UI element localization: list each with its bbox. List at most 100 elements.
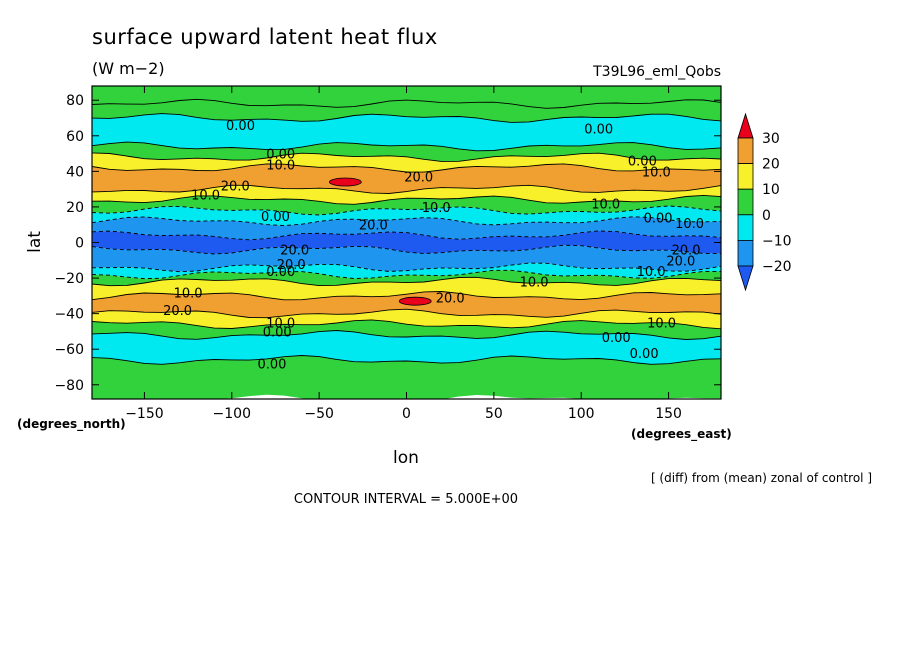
- contour-band: [92, 206, 721, 226]
- x-tick-label: 0: [402, 406, 411, 422]
- colorbar-label: 20: [762, 157, 780, 173]
- contour-label: 10.0: [191, 188, 220, 203]
- contour-line: [92, 216, 721, 227]
- x-axis: −150 −100 −50 0 50 100 150: [125, 86, 682, 422]
- colorbar-swatch: [737, 239, 754, 267]
- colorbar-label: 30: [762, 131, 780, 147]
- colorbar-swatch: [737, 163, 754, 190]
- contour-label: 0.00: [266, 265, 295, 280]
- y-tick-label: −60: [54, 342, 84, 358]
- contour-line: [92, 194, 721, 205]
- contour-label: 0.00: [261, 210, 290, 225]
- colorbar-label: 10: [762, 182, 780, 198]
- contour-lines: [92, 98, 721, 365]
- contour-band: [92, 309, 721, 329]
- contour-line: [92, 330, 721, 340]
- contour-line: [92, 355, 721, 365]
- colorbar-swatch: [737, 265, 754, 292]
- colorbar-swatch: [737, 137, 754, 165]
- colorbar-label: −20: [762, 259, 792, 275]
- contour-label: 0.00: [602, 331, 631, 346]
- contour-label: 10.0: [520, 276, 549, 291]
- contour-label: 10.0: [675, 217, 704, 232]
- y-tick-label: 80: [66, 93, 84, 109]
- contour-label: 10.0: [591, 197, 620, 212]
- x-tick-label: 50: [485, 406, 503, 422]
- contour-label: 20.0: [221, 180, 250, 195]
- contour-line: [92, 291, 721, 301]
- colorbar-label: −10: [762, 233, 792, 249]
- x-axis-label: lon: [393, 448, 419, 468]
- contour-line: [92, 276, 721, 287]
- contour-label: 0.00: [584, 123, 613, 138]
- colorbar-swatch: [737, 214, 754, 241]
- contour-label: 10.0: [174, 286, 203, 301]
- y-tick-label: −20: [54, 271, 84, 287]
- contour-band: [92, 113, 721, 151]
- x-tick-label: −100: [213, 406, 251, 422]
- contour-line: [92, 141, 721, 152]
- contour-label: 0.00: [628, 155, 657, 170]
- extremum-blob: [328, 177, 362, 187]
- run-label: T39L96_eml_Qobs: [592, 64, 721, 80]
- contour-label: 0.00: [630, 347, 659, 362]
- contour-band: [92, 99, 721, 123]
- x-tick-label: 150: [655, 406, 682, 422]
- contour-line: [92, 184, 721, 194]
- contour-label: 20.0: [672, 244, 701, 259]
- y-axis: 80 60 40 20 0 −20 −40 −60 −80: [54, 93, 721, 394]
- contour-label: 10.0: [642, 165, 671, 180]
- y-tick-label: 60: [66, 129, 84, 145]
- contour-label: 0.00: [226, 119, 255, 134]
- contour-band: [92, 277, 721, 300]
- contour-label: 20.0: [666, 254, 695, 269]
- contour-line: [92, 163, 721, 173]
- y-tick-label: 40: [66, 164, 84, 180]
- diff-note: [ (diff) from (mean) zonal of control ]: [651, 471, 872, 485]
- contour-label: 0.00: [257, 357, 286, 372]
- contour-label: 10.0: [647, 317, 676, 332]
- contour-band: [92, 230, 721, 254]
- colorbar: 30 20 10 0 −10 −20: [737, 112, 792, 292]
- colorbar-swatch: [737, 112, 754, 139]
- contour-line: [92, 230, 721, 241]
- x-unit-label: (degrees_east): [631, 427, 732, 442]
- chart-title: surface upward latent heat flux: [92, 25, 438, 49]
- contour-label: 0.00: [266, 148, 295, 163]
- contour-line: [92, 262, 721, 273]
- contour-band: [92, 270, 721, 286]
- x-tick-label: −50: [304, 406, 334, 422]
- contour-line: [92, 205, 721, 216]
- y-tick-label: −80: [54, 378, 84, 394]
- contour-line: [92, 308, 721, 319]
- contour-label: 20.0: [280, 244, 309, 259]
- contour-line: [92, 269, 721, 280]
- contour-band: [92, 195, 721, 215]
- filled-contour-field: [92, 86, 721, 399]
- contour-band: [92, 330, 721, 365]
- contour-band: [92, 86, 721, 109]
- contour-line: [92, 319, 721, 330]
- contour-band: [92, 355, 721, 399]
- contour-band: [92, 245, 721, 272]
- contour-line: [92, 152, 721, 162]
- colorbar-swatch: [737, 188, 754, 216]
- contour-label: 10.0: [637, 265, 666, 280]
- contour-label: 0.00: [644, 212, 673, 227]
- contour-line: [92, 113, 721, 123]
- contour-label: 10.0: [422, 201, 451, 216]
- chart-units: (W m−2): [92, 59, 165, 78]
- contour-label: 20.0: [359, 219, 388, 234]
- contour-line: [92, 98, 721, 109]
- contour-band: [92, 163, 721, 194]
- contour-line: [92, 244, 721, 255]
- y-tick-label: 20: [66, 200, 84, 216]
- x-tick-label: −150: [125, 406, 163, 422]
- contour-band: [92, 142, 721, 162]
- y-tick-label: −40: [54, 307, 84, 323]
- colorbar-label: 0: [762, 208, 771, 224]
- contour-interval: CONTOUR INTERVAL = 5.000E+00: [294, 492, 518, 507]
- y-axis-label: lat: [25, 231, 45, 253]
